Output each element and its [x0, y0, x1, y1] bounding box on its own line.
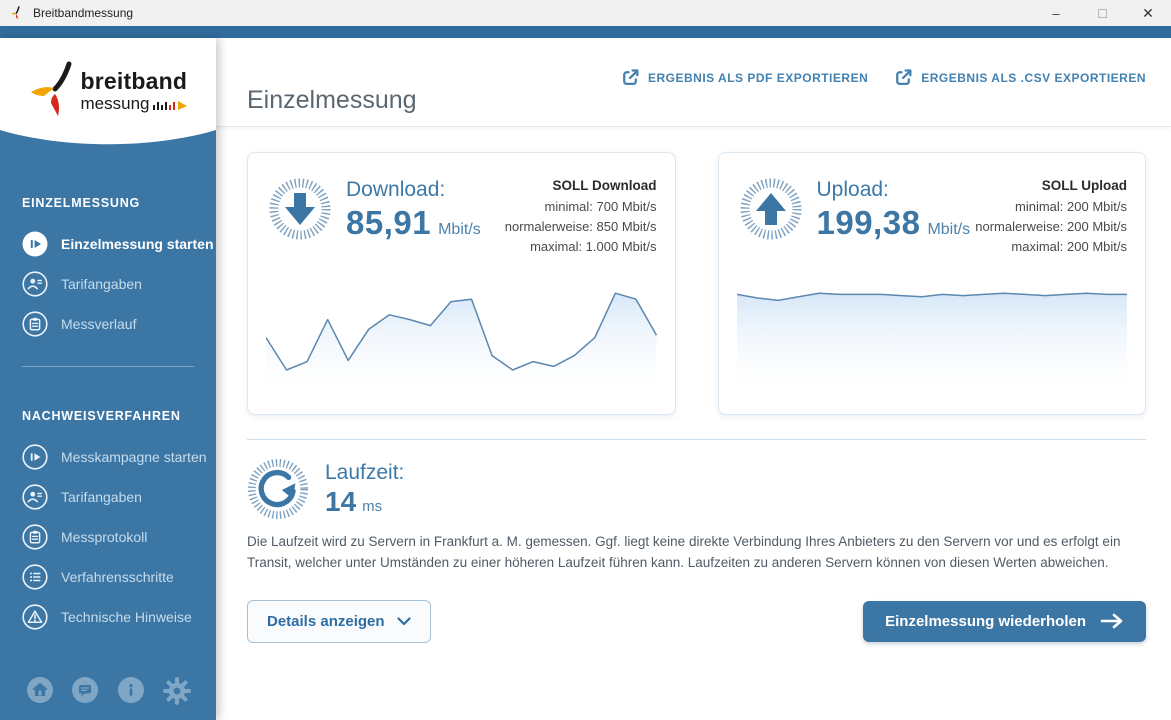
top-accent-strip: [0, 26, 1171, 38]
soll-upload-normal: normalerweise: 200 Mbit/s: [975, 218, 1127, 234]
app-logo-icon: [11, 5, 20, 19]
logo-bars-icon: [153, 100, 188, 110]
soll-upload-block: SOLL Upload minimal: 200 Mbit/s normaler…: [975, 173, 1127, 253]
export-pdf-button[interactable]: ERGEBNIS ALS PDF EXPORTIEREN: [621, 68, 868, 87]
logo-area: breitband messung: [0, 38, 216, 150]
soll-upload-title: SOLL Upload: [1041, 178, 1127, 193]
sidebar-item-tarifangaben[interactable]: Tarifangaben: [22, 483, 216, 511]
sidebar-item-label: Verfahrensschritte: [61, 569, 174, 585]
soll-download-title: SOLL Download: [552, 178, 657, 193]
export-icon: [623, 69, 639, 86]
main-header: Einzelmessung ERGEBNIS ALS PDF EXPORTIER…: [216, 38, 1171, 127]
logo-line2: messung: [80, 94, 150, 113]
upload-unit: Mbit/s: [927, 221, 971, 238]
logo-text: breitband messung: [81, 70, 190, 112]
maximize-icon: [1097, 8, 1107, 18]
close-button[interactable]: ✕: [1142, 4, 1154, 21]
soll-download-maximal: maximal: 1.000 Mbit/s: [530, 238, 657, 254]
logo-swoosh-icon: [30, 61, 71, 116]
person-circle-icon: [22, 484, 48, 510]
laufzeit-icon: [247, 458, 309, 520]
download-chart: [266, 280, 657, 400]
upload-value: 199,38: [816, 204, 921, 241]
window-title: Breitbandmessung: [33, 6, 134, 20]
sidebar: breitband messung: [0, 38, 216, 720]
maximize-button[interactable]: [1079, 0, 1125, 26]
sidebar-item-label: Messkampagne starten: [61, 449, 207, 465]
titlebar: Breitbandmessung – ✕: [0, 0, 1171, 26]
logo-line1: breitband: [80, 68, 188, 94]
list-circle-icon: [22, 564, 48, 590]
sidebar-item-label: Tarifangaben: [61, 489, 142, 505]
clipboard-circle-icon: [22, 524, 48, 550]
upload-chart: [737, 280, 1127, 400]
export-csv-label: ERGEBNIS ALS .CSV EXPORTIEREN: [921, 70, 1146, 85]
arrow-right-icon: [1100, 614, 1123, 629]
download-unit: Mbit/s: [438, 221, 481, 238]
download-label: Download:: [346, 178, 446, 201]
sidebar-item-verfahrensschritte[interactable]: Verfahrensschritte: [22, 563, 216, 591]
sidebar-item-messkampagne-starten[interactable]: Messkampagne starten: [22, 443, 216, 471]
home-icon[interactable]: [26, 676, 54, 704]
play-circle-icon: [22, 444, 48, 470]
sidebar-item-label: Tarifangaben: [61, 276, 142, 292]
details-button[interactable]: Details anzeigen: [247, 599, 431, 643]
laufzeit-value: 14: [325, 486, 357, 517]
download-card: Download: 85,91 Mbit/s SOLL Download min…: [247, 152, 676, 415]
logo-curve: [0, 130, 216, 150]
soll-download-normal: normalerweise: 850 Mbit/s: [504, 218, 657, 234]
sidebar-item-label: Technische Hinweise: [61, 609, 192, 625]
soll-upload-maximal: maximal: 200 Mbit/s: [1011, 238, 1127, 254]
sidebar-item-tarifangaben[interactable]: Tarifangaben: [22, 270, 216, 298]
sidebar-footer: [0, 676, 216, 720]
details-button-label: Details anzeigen: [267, 612, 385, 630]
person-circle-icon: [22, 271, 48, 297]
section-divider: [247, 439, 1146, 440]
export-icon: [896, 69, 912, 86]
export-csv-button[interactable]: ERGEBNIS ALS .CSV EXPORTIEREN: [894, 68, 1146, 87]
content: Download: 85,91 Mbit/s SOLL Download min…: [216, 127, 1171, 720]
download-value: 85,91: [346, 204, 432, 241]
laufzeit-label: Laufzeit:: [325, 461, 405, 484]
sidebar-item-label: Messverlauf: [61, 316, 137, 332]
play-circle-icon: [22, 231, 48, 257]
clipboard-circle-icon: [22, 311, 48, 337]
sidebar-item-label: Messprotokoll: [61, 529, 148, 545]
soll-download-block: SOLL Download minimal: 700 Mbit/s normal…: [505, 173, 657, 253]
repeat-measurement-button[interactable]: Einzelmessung wiederholen: [863, 600, 1146, 642]
settings-icon[interactable]: [162, 676, 191, 705]
nav-section-einzelmessung: EINZELMESSUNG: [22, 196, 141, 210]
minimize-button[interactable]: –: [1052, 5, 1060, 21]
sidebar-item-label: Einzelmessung starten: [61, 236, 214, 252]
chat-icon[interactable]: [71, 676, 99, 704]
nav-section-nachweisverfahren: NACHWEISVERFAHREN: [22, 409, 181, 423]
chevron-down-icon: [396, 617, 411, 625]
download-icon: [269, 178, 331, 240]
sidebar-item-technische-hinweise[interactable]: Technische Hinweise: [22, 603, 216, 631]
main-area: Einzelmessung ERGEBNIS ALS PDF EXPORTIER…: [216, 38, 1171, 720]
upload-label: Upload:: [816, 178, 889, 201]
sidebar-item-messprotokoll[interactable]: Messprotokoll: [22, 523, 216, 551]
export-pdf-label: ERGEBNIS ALS PDF EXPORTIEREN: [647, 70, 869, 85]
sidebar-nav: EINZELMESSUNG Einzelmessung starten Tarifa…: [0, 150, 216, 643]
sidebar-item-einzelmessung-starten[interactable]: Einzelmessung starten: [22, 230, 216, 258]
sidebar-divider: [22, 366, 194, 367]
page-title: Einzelmessung: [247, 86, 417, 114]
laufzeit-description: Die Laufzeit wird zu Servern in Frankfur…: [247, 534, 1121, 570]
warning-circle-icon: [22, 604, 48, 630]
soll-upload-minimal: minimal: 200 Mbit/s: [1015, 198, 1127, 214]
upload-card: Upload: 199,38 Mbit/s SOLL Upload minima…: [717, 152, 1146, 415]
laufzeit-unit: ms: [362, 498, 383, 515]
upload-icon: [740, 178, 801, 240]
sidebar-item-messverlauf[interactable]: Messverlauf: [22, 310, 216, 338]
soll-download-minimal: minimal: 700 Mbit/s: [544, 198, 657, 214]
repeat-button-label: Einzelmessung wiederholen: [885, 612, 1086, 630]
info-icon[interactable]: [117, 676, 145, 704]
laufzeit-section: Laufzeit: 14 ms: [247, 458, 1146, 520]
